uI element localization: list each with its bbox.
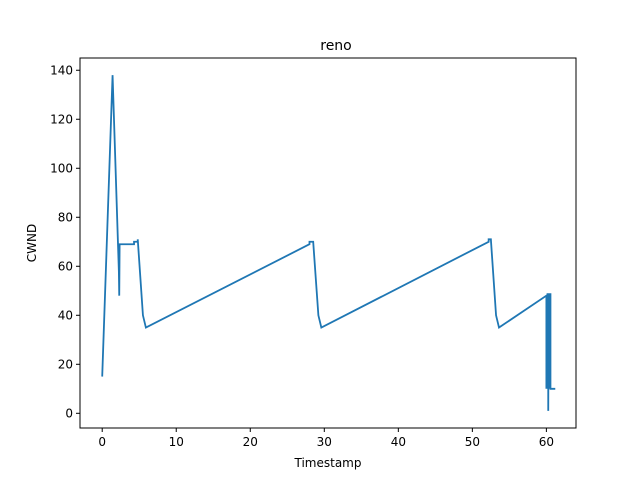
x-tick-label: 40 bbox=[391, 435, 406, 449]
y-tick-label: 80 bbox=[58, 210, 73, 224]
cwnd-series-line bbox=[101, 75, 556, 411]
y-tick-label: 100 bbox=[50, 161, 73, 175]
y-tick-label: 60 bbox=[58, 259, 73, 273]
x-tick-label: 10 bbox=[169, 435, 184, 449]
x-tick-label: 60 bbox=[539, 435, 554, 449]
y-axis-ticks: 0 20 40 60 80 100 120 140 bbox=[50, 63, 80, 420]
x-tick-label: 50 bbox=[465, 435, 480, 449]
y-tick-label: 0 bbox=[65, 406, 73, 420]
axes-frame bbox=[79, 57, 577, 429]
x-axis-label: Timestamp bbox=[294, 456, 362, 470]
x-tick-label: 30 bbox=[317, 435, 332, 449]
y-tick-label: 140 bbox=[50, 63, 73, 77]
y-tick-label: 40 bbox=[58, 308, 73, 322]
y-tick-label: 20 bbox=[58, 357, 73, 371]
plot-area bbox=[101, 75, 556, 411]
x-axis-ticks: 0 10 20 30 40 50 60 bbox=[98, 428, 554, 449]
chart-title: reno bbox=[320, 38, 352, 54]
x-tick-label: 20 bbox=[243, 435, 258, 449]
y-axis-label: CWND bbox=[25, 224, 39, 262]
x-tick-label: 0 bbox=[98, 435, 106, 449]
y-tick-label: 120 bbox=[50, 112, 73, 126]
